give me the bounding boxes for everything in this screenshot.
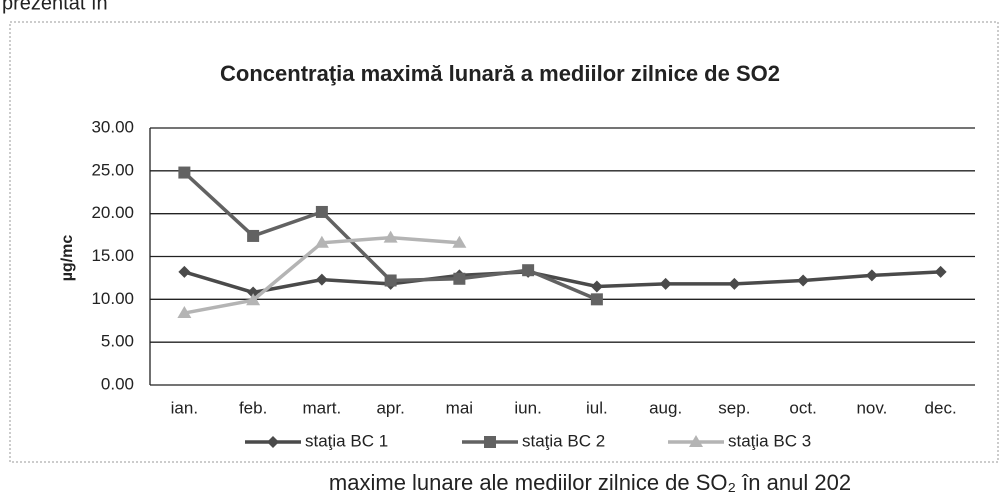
point <box>315 273 328 286</box>
point <box>797 274 810 287</box>
x-tick-label: sep. <box>718 398 750 417</box>
series-line <box>183 270 941 295</box>
chart-frame <box>9 21 999 463</box>
point <box>452 235 467 248</box>
point <box>659 277 672 290</box>
x-tick-label: iul. <box>586 398 608 417</box>
point <box>728 277 741 290</box>
point <box>315 205 328 218</box>
legend-label: staţia BC 3 <box>728 431 811 450</box>
point <box>934 265 947 278</box>
x-tick-label: ian. <box>171 398 198 417</box>
point <box>247 229 260 242</box>
x-tick-label: aug. <box>649 398 682 417</box>
x-tick-label: dec. <box>925 398 957 417</box>
x-tick-label: mai <box>446 398 473 417</box>
y-axis-label: µg/mc <box>59 235 76 282</box>
y-tick-label: 30.00 <box>91 117 134 136</box>
point <box>590 280 603 293</box>
y-tick-label: 5.00 <box>101 332 134 351</box>
point <box>178 265 191 278</box>
y-tick-label: 0.00 <box>101 374 134 393</box>
point <box>590 293 603 306</box>
x-tick-label: iun. <box>514 398 541 417</box>
legend-label: staţia BC 1 <box>305 431 388 450</box>
point <box>178 166 191 179</box>
header-text: prezentat în <box>2 0 108 14</box>
x-tick-label: apr. <box>376 398 404 417</box>
legend-label: staţia BC 2 <box>522 431 605 450</box>
point <box>865 269 878 282</box>
legend-marker <box>689 435 703 447</box>
point <box>246 293 261 306</box>
y-tick-label: 15.00 <box>91 246 134 265</box>
x-tick-label: mart. <box>303 398 342 417</box>
x-tick-label: oct. <box>789 398 816 417</box>
y-tick-label: 10.00 <box>91 289 134 308</box>
x-tick-label: nov. <box>856 398 887 417</box>
point <box>314 235 329 248</box>
x-tick-label: feb. <box>239 398 267 417</box>
legend-marker <box>267 436 279 448</box>
caption: maxime lunare ale mediilor zilnice de SO… <box>329 470 851 495</box>
chart-title: Concentraţia maximă lunară a mediilor zi… <box>220 61 780 86</box>
point <box>383 230 398 243</box>
y-tick-label: 25.00 <box>91 160 134 179</box>
point <box>177 306 192 319</box>
point <box>453 272 466 285</box>
legend-marker <box>484 436 496 448</box>
point <box>522 264 535 277</box>
y-tick-label: 20.00 <box>91 203 134 222</box>
point <box>384 274 397 287</box>
